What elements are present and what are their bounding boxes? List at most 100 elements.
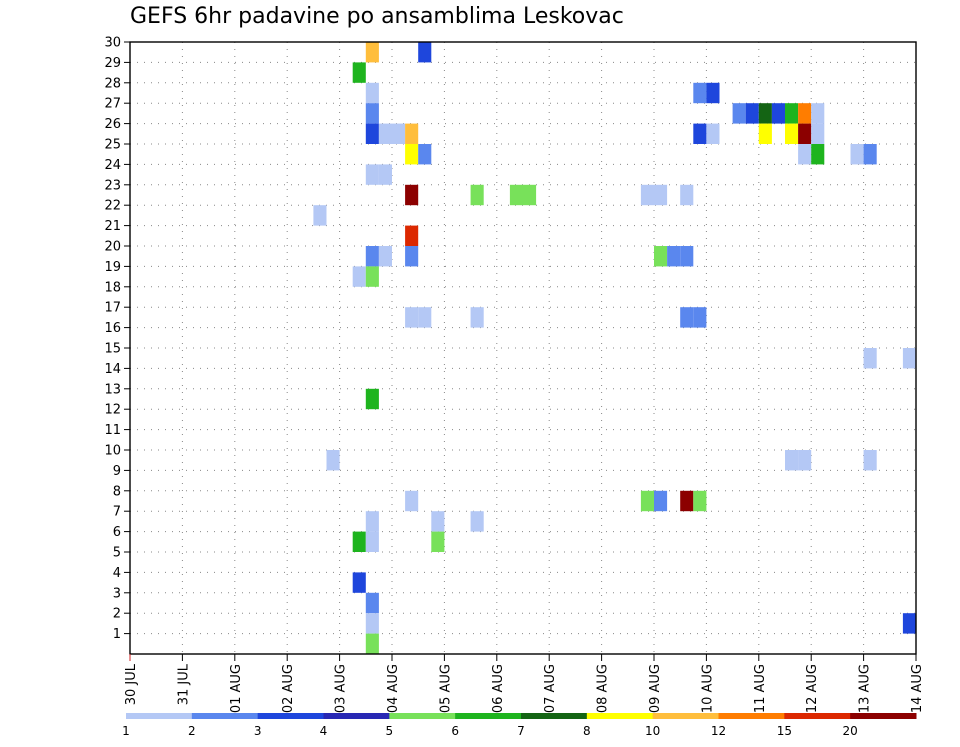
cells-layer [313,42,916,654]
heatmap-cell [405,490,419,512]
heatmap-cell [326,450,340,471]
y-tick-label: 2 [113,607,121,622]
y-tick-label: 25 [104,138,121,153]
heatmap-cell [758,103,772,124]
heatmap-cell [771,103,785,124]
heatmap-cell [470,184,484,206]
colorbar-segment [652,713,719,719]
heatmap-cell [405,307,419,328]
y-tick-label: 11 [104,423,121,438]
x-tick-label: 30 JUL [124,663,139,705]
heatmap-cell [378,164,392,185]
heatmap-cell [640,490,654,512]
colorbar-label: 10 [645,724,660,738]
x-tick-label: 04 AUG [386,664,401,713]
x-tick-label: 03 AUG [334,664,349,713]
colorbar-segment [586,713,654,719]
heatmap-cell [667,246,681,267]
colorbar-label: 12 [711,724,726,738]
heatmap-cell [732,103,746,124]
y-tick-label: 15 [104,342,121,357]
y-tick-label: 27 [104,97,121,112]
x-tick-label: 14 AUG [910,664,925,713]
colorbar-segment [718,713,785,719]
heatmap-cell [431,511,445,532]
colorbar-label: 3 [254,724,262,738]
heatmap-cell [811,103,825,124]
heatmap-cell [680,184,694,206]
colorbar-label: 1 [122,724,130,738]
y-tick-label: 23 [104,178,121,193]
heatmap-cell [785,103,799,124]
heatmap-cell [365,388,379,410]
heatmap-cell [745,103,759,124]
heatmap-cell [654,184,668,206]
heatmap-cell [902,348,916,369]
heatmap-cell [365,511,379,532]
heatmap-cell [418,307,432,328]
heatmap-cell [352,62,366,83]
heatmap-cell [352,266,366,287]
x-tick-label: 02 AUG [281,664,296,713]
heatmap-cell [365,42,379,63]
heatmap-cell [640,184,654,206]
colorbar-label: 8 [583,724,591,738]
heatmap-cell [798,123,812,144]
x-tick-label: 07 AUG [543,664,558,713]
heatmap-cell [785,450,799,471]
y-tick-label: 9 [113,464,121,479]
heatmap-cell [405,225,419,246]
x-tick-label: 13 AUG [858,664,873,713]
y-tick-label: 6 [113,525,121,540]
y-tick-label: 21 [104,219,121,234]
y-tick-label: 30 [104,36,121,51]
colorbar-segment [521,713,588,719]
heatmap-cell [798,450,812,471]
heatmap-cell [365,82,379,104]
x-tick-label: 06 AUG [491,664,506,713]
colorbar-label: 2 [188,724,196,738]
y-tick-label: 16 [104,321,121,336]
x-tick-label: 05 AUG [438,664,453,713]
heatmap-cell [811,144,825,165]
colorbar-segment [850,713,917,719]
colorbar-segment [323,713,390,719]
x-tick-label: 01 AUG [229,664,244,713]
y-tick-label: 10 [104,444,121,459]
heatmap-cell [798,103,812,124]
y-tick-label: 28 [104,76,121,91]
heatmap-cell [785,123,799,144]
heatmap-cell [365,531,379,552]
heatmap-cell [758,123,772,144]
heatmap-cell [392,123,406,144]
x-tick-label: 08 AUG [596,664,611,713]
heatmap-cell [850,144,864,165]
heatmap-cell [365,592,379,614]
colorbar-label: 6 [451,724,459,738]
x-tick-label: 10 AUG [700,664,715,713]
heatmap-cell [405,144,419,165]
heatmap-cell [523,184,537,206]
heatmap-cell [902,613,916,634]
heatmap-cell [378,123,392,144]
y-axis: 1234567891011121314151617181920212223242… [104,36,130,642]
y-tick-label: 18 [104,280,121,295]
heatmap-cell [863,450,877,471]
heatmap-cell [680,307,694,328]
heatmap-cell [693,82,707,104]
colorbar-label: 4 [320,724,328,738]
heatmap-cell [706,82,720,104]
heatmap-cell [863,144,877,165]
y-tick-label: 12 [104,403,121,418]
y-tick-label: 24 [104,158,121,173]
heatmap-cell [798,144,812,165]
y-tick-label: 1 [113,627,121,642]
colorbar-segment [191,713,259,719]
heatmap-cell [352,531,366,552]
heatmap-cell [405,123,419,144]
heatmap-cell [470,307,484,328]
y-tick-label: 4 [113,566,121,581]
heatmap-cell [863,348,877,369]
